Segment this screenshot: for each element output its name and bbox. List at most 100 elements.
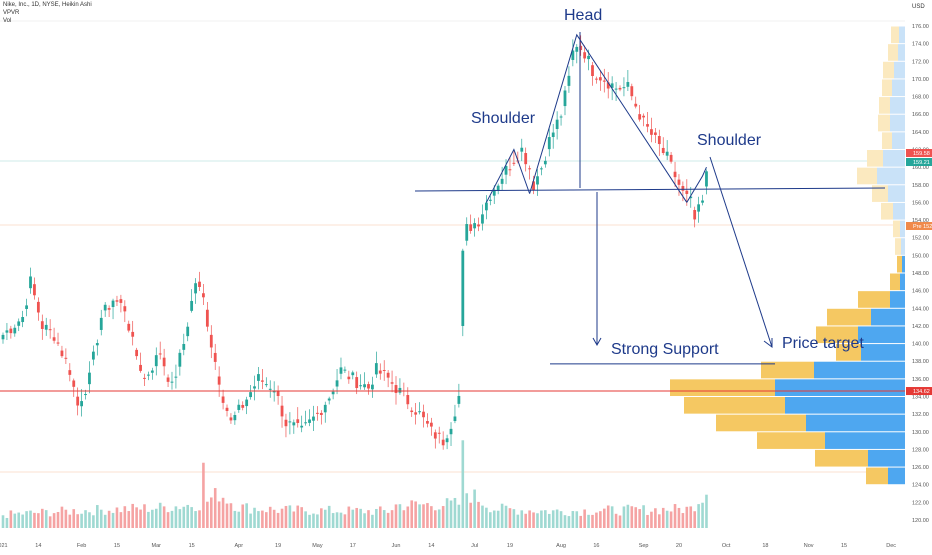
volume-profile-down	[892, 79, 905, 97]
currency-label: USD	[912, 4, 925, 10]
candle-body	[343, 369, 347, 371]
candle-body	[123, 306, 127, 312]
volume-bar	[375, 508, 378, 528]
price-tick-label: 166.00	[912, 112, 929, 118]
candle-body	[84, 394, 87, 396]
candle-body	[524, 153, 528, 165]
volume-bar	[465, 493, 469, 528]
volume-bar	[241, 504, 245, 528]
candle-body	[300, 425, 304, 428]
volume-bar	[606, 505, 610, 528]
candle-body	[595, 78, 598, 80]
volume-bar	[646, 514, 649, 528]
candle-body	[705, 171, 708, 187]
indicator-vpvr[interactable]: VPVR	[3, 10, 20, 16]
candle-body	[64, 357, 68, 359]
candle-body	[280, 405, 284, 417]
volume-profile-down	[868, 449, 905, 467]
candle-body	[543, 160, 547, 165]
candle-body	[40, 321, 44, 329]
candle-body	[115, 300, 119, 302]
volume-profile-down	[775, 379, 905, 396]
candle-body	[229, 417, 233, 421]
volume-bar	[693, 511, 696, 528]
candle-body	[618, 87, 622, 90]
volume-profile-up	[716, 414, 806, 432]
candle-body	[221, 396, 225, 403]
volume-bar	[339, 512, 343, 528]
indicator-vol[interactable]: Vol	[3, 18, 12, 24]
volume-bar	[131, 503, 134, 528]
volume-profile-up	[893, 220, 900, 238]
time-axis: 021 14 Feb 15 Mar 15 Apr 19 May 17 Jun 14 Jul 19 Aug 16…	[0, 540, 932, 550]
volume-profile-down	[894, 61, 905, 79]
candle-body	[681, 186, 685, 191]
volume-bar	[504, 505, 508, 528]
volume-profile-down	[883, 150, 905, 167]
candle-body	[363, 384, 366, 388]
time-tick-label: 18	[762, 543, 768, 549]
current-price-tag-bottom: 159.21	[913, 160, 930, 166]
candle-body	[657, 136, 661, 145]
volume-bar	[225, 503, 229, 528]
candle-body	[410, 410, 414, 413]
price-target-arrow-shaft	[709, 156, 773, 348]
candle-body	[135, 349, 139, 357]
candle-body	[139, 364, 142, 371]
volume-bar	[457, 504, 461, 528]
candle-body	[162, 357, 166, 367]
volume-bar	[512, 509, 516, 528]
volume-bar	[217, 501, 221, 528]
price-tick-label: 120.00	[912, 518, 929, 524]
candle-body	[414, 412, 418, 415]
candle-body	[583, 52, 587, 59]
candle-body	[382, 369, 386, 371]
volume-profile-down	[902, 255, 905, 273]
volume-bar	[583, 509, 586, 528]
candle-body	[225, 407, 229, 411]
volume-bars	[1, 440, 708, 528]
candle-body	[316, 412, 319, 414]
price-axis: 120.00 122.00 124.00 126.00 128.00 130.00 132.…	[906, 0, 932, 540]
volume-bar	[622, 506, 626, 528]
volume-bar	[229, 503, 233, 528]
price-tick-label: 176.00	[912, 24, 929, 30]
time-tick-label: 20	[676, 543, 682, 549]
volume-bar	[418, 504, 421, 528]
candle-body	[638, 114, 642, 120]
projection-arrow-head	[592, 337, 602, 347]
volume-bar	[355, 507, 358, 528]
candle-body	[36, 301, 40, 313]
candle-body	[520, 147, 524, 152]
candle-body	[614, 88, 618, 90]
volume-bar	[308, 514, 311, 528]
volume-bar	[186, 504, 190, 528]
time-tick-label: 16	[593, 543, 599, 549]
price-tick-label: 172.00	[912, 59, 929, 65]
candle-body	[249, 392, 252, 398]
volume-bar	[213, 488, 217, 528]
volume-bar	[115, 507, 119, 528]
volume-bar	[390, 510, 394, 528]
candle-body	[276, 391, 280, 397]
head-annotation: Head	[564, 7, 602, 24]
volume-bar	[351, 509, 355, 528]
candle-body	[418, 411, 421, 413]
volume-bar	[135, 507, 138, 528]
candle-body	[669, 154, 673, 162]
volume-bar	[123, 506, 127, 528]
candle-body	[492, 189, 496, 196]
volume-bar	[221, 497, 225, 528]
candle-body	[5, 330, 9, 333]
volume-bar	[595, 512, 598, 528]
volume-bar	[496, 510, 500, 528]
volume-bar	[174, 506, 178, 528]
volume-bar	[551, 510, 555, 528]
time-tick-label: Aug	[556, 543, 566, 549]
volume-bar	[547, 513, 551, 528]
candle-body	[559, 116, 563, 118]
volume-profile-down	[900, 220, 905, 238]
volume-bar	[60, 506, 64, 528]
